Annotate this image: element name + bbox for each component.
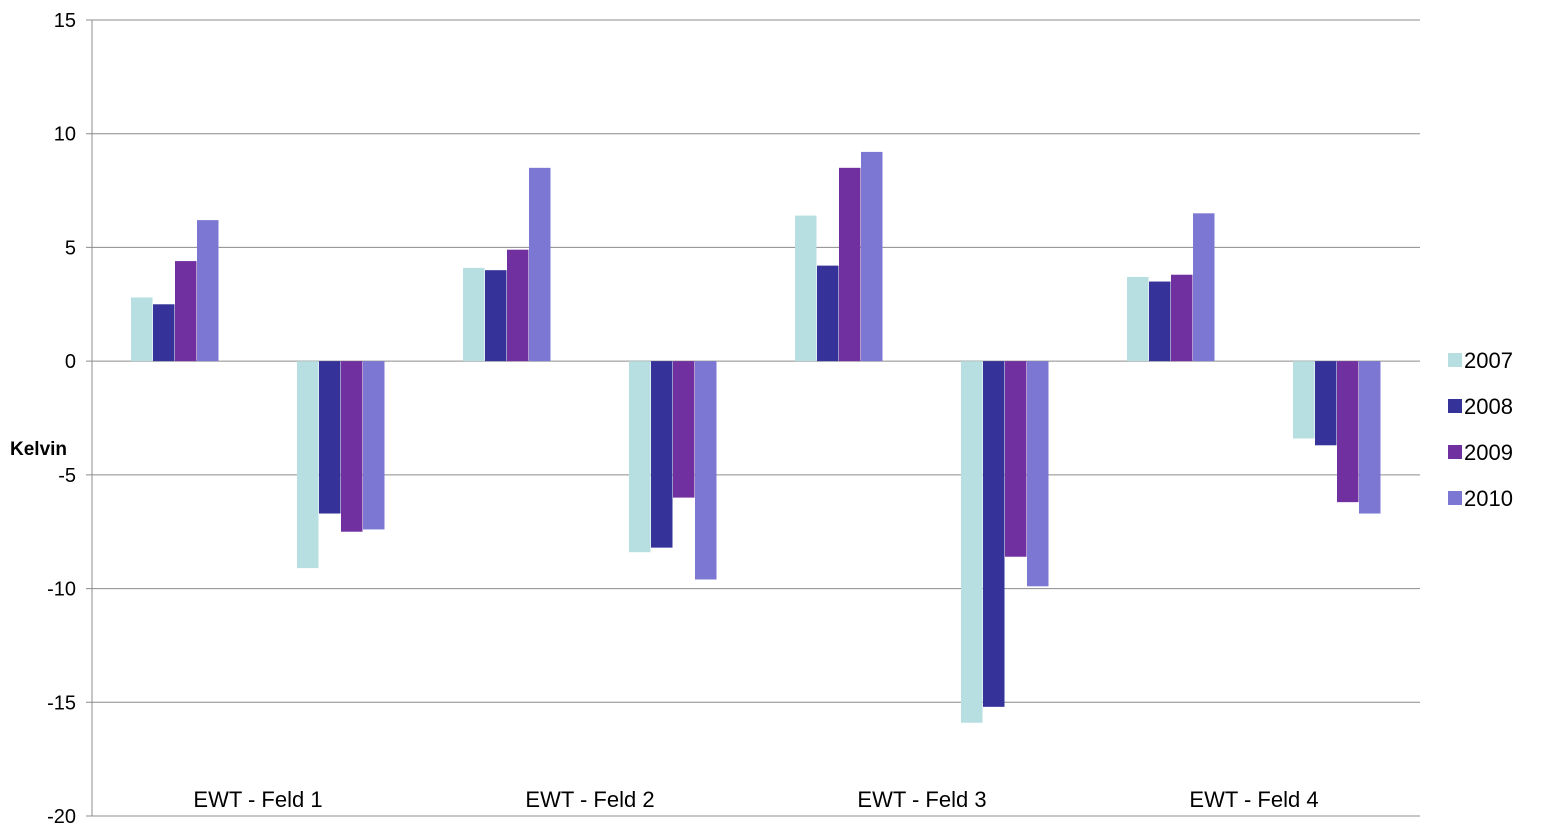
bar (1171, 274, 1193, 362)
bar (1359, 361, 1381, 514)
y-tick-label: -10 (47, 579, 76, 601)
bar (1149, 281, 1171, 362)
legend: 2007 2008 2009 2010 (1448, 348, 1513, 511)
bar (363, 361, 385, 530)
legend-label: 2010 (1464, 486, 1513, 511)
bar (651, 361, 673, 548)
bar (319, 361, 341, 514)
y-axis-title: Kelvin (10, 439, 67, 460)
bar (153, 304, 175, 362)
bar (795, 215, 817, 362)
x-tick-label: EWT - Feld 1 (193, 787, 322, 812)
bar (507, 249, 529, 362)
x-tick-label: EWT - Feld 2 (525, 787, 654, 812)
bar (1127, 276, 1149, 362)
y-tick-label: 15 (54, 10, 76, 32)
bar (961, 361, 983, 723)
gridlines (86, 19, 1420, 817)
y-tick-label: 0 (65, 351, 76, 373)
y-tick-label: -20 (47, 806, 76, 824)
bar (695, 361, 717, 580)
legend-label: 2007 (1464, 348, 1513, 373)
legend-label: 2009 (1464, 440, 1513, 465)
y-tick-label: 5 (65, 237, 76, 259)
bars (131, 151, 1381, 723)
legend-swatch (1448, 491, 1462, 505)
bar (463, 267, 485, 362)
bar (817, 265, 839, 362)
bar (1315, 361, 1337, 446)
bar (839, 167, 861, 362)
bar (1293, 361, 1315, 439)
bar (983, 361, 1005, 707)
bar (629, 361, 651, 553)
legend-label: 2008 (1464, 394, 1513, 419)
y-tick-label: -15 (47, 692, 76, 714)
bar (1027, 361, 1049, 587)
bar (131, 297, 153, 362)
bar (297, 361, 319, 569)
y-tick-label: -5 (58, 465, 76, 487)
legend-swatch (1448, 445, 1462, 459)
bar (197, 220, 219, 362)
bar (529, 167, 551, 362)
bar (1193, 213, 1215, 362)
legend-swatch (1448, 353, 1462, 367)
y-tick-label: 10 (54, 124, 76, 146)
bar (175, 261, 197, 362)
bar (1337, 361, 1359, 503)
bar (485, 270, 507, 362)
x-tick-label: EWT - Feld 3 (857, 787, 986, 812)
bar (861, 151, 883, 362)
bar (1005, 361, 1027, 557)
bar (341, 361, 363, 532)
legend-swatch (1448, 399, 1462, 413)
x-axis-labels: EWT - Feld 1 EWT - Feld 2 EWT - Feld 3 EWT … (193, 787, 1318, 812)
x-tick-label: EWT - Feld 4 (1189, 787, 1318, 812)
y-axis: 15 10 5 0 -5 -10 -15 -20 (47, 10, 93, 824)
bar (673, 361, 695, 498)
